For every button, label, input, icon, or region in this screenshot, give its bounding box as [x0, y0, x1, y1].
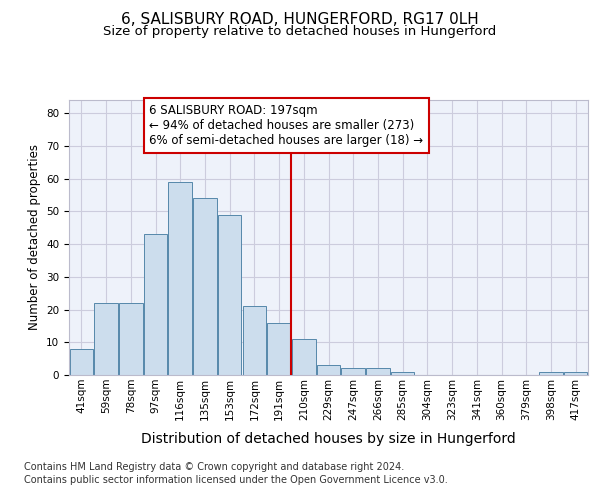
- Bar: [539, 372, 563, 375]
- Bar: [193, 198, 217, 375]
- Bar: [119, 303, 143, 375]
- Y-axis label: Number of detached properties: Number of detached properties: [28, 144, 41, 330]
- Bar: [317, 365, 340, 375]
- Bar: [391, 372, 415, 375]
- Bar: [366, 368, 389, 375]
- Text: Size of property relative to detached houses in Hungerford: Size of property relative to detached ho…: [103, 25, 497, 38]
- Bar: [144, 234, 167, 375]
- Text: Contains HM Land Registry data © Crown copyright and database right 2024.: Contains HM Land Registry data © Crown c…: [24, 462, 404, 472]
- Bar: [70, 349, 93, 375]
- Text: Contains public sector information licensed under the Open Government Licence v3: Contains public sector information licen…: [24, 475, 448, 485]
- Bar: [268, 322, 291, 375]
- Bar: [169, 182, 192, 375]
- Bar: [341, 368, 365, 375]
- Text: Distribution of detached houses by size in Hungerford: Distribution of detached houses by size …: [142, 432, 516, 446]
- Bar: [242, 306, 266, 375]
- Bar: [94, 303, 118, 375]
- Bar: [292, 339, 316, 375]
- Bar: [218, 214, 241, 375]
- Text: 6 SALISBURY ROAD: 197sqm
← 94% of detached houses are smaller (273)
6% of semi-d: 6 SALISBURY ROAD: 197sqm ← 94% of detach…: [149, 104, 424, 147]
- Bar: [564, 372, 587, 375]
- Text: 6, SALISBURY ROAD, HUNGERFORD, RG17 0LH: 6, SALISBURY ROAD, HUNGERFORD, RG17 0LH: [121, 12, 479, 28]
